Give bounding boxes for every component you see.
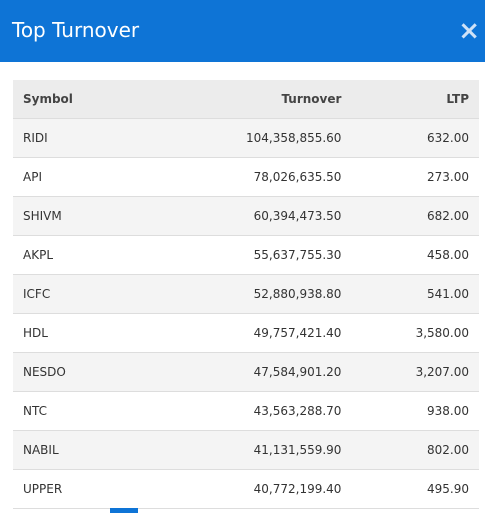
table-cell: ICFC bbox=[13, 274, 144, 314]
table-row: UPPER 40,772,199.40 495.90 bbox=[13, 469, 479, 509]
table-cell: 78,026,635.50 bbox=[143, 157, 342, 197]
table-cell: 682.00 bbox=[341, 196, 479, 236]
table-row: ICFC 52,880,938.80 541.00 bbox=[13, 274, 479, 314]
scroll-indicator bbox=[110, 508, 138, 513]
column-header: Symbol bbox=[13, 80, 144, 119]
table-row: NTC 43,563,288.70 938.00 bbox=[13, 391, 479, 431]
table-cell: UPPER bbox=[13, 469, 144, 509]
table-cell: HDL bbox=[13, 313, 144, 353]
table-cell: API bbox=[13, 157, 144, 197]
modal-header: Top Turnover × bbox=[0, 0, 485, 62]
table-row: API 78,026,635.50 273.00 bbox=[13, 157, 479, 197]
table-cell: SHIVM bbox=[13, 196, 144, 236]
table-row: RIDI 104,358,855.60 632.00 bbox=[13, 118, 479, 158]
table-cell: NTC bbox=[13, 391, 144, 431]
turnover-table: Symbol Turnover LTP RIDI 104,358,855.60 632.… bbox=[13, 80, 479, 509]
table-cell: 60,394,473.50 bbox=[143, 196, 342, 236]
column-header: LTP bbox=[341, 80, 479, 119]
table-cell: NABIL bbox=[13, 430, 144, 470]
table-cell: 3,580.00 bbox=[341, 313, 479, 353]
table-cell: 41,131,559.90 bbox=[143, 430, 342, 470]
table-cell: 541.00 bbox=[341, 274, 479, 314]
table-cell: 40,772,199.40 bbox=[143, 469, 342, 509]
table-cell: 495.90 bbox=[341, 469, 479, 509]
table-cell: 3,207.00 bbox=[341, 352, 479, 392]
table-cell: 49,757,421.40 bbox=[143, 313, 342, 353]
table-row: NESDO 47,584,901.20 3,207.00 bbox=[13, 352, 479, 392]
close-button[interactable]: × bbox=[458, 16, 480, 46]
table-cell: 802.00 bbox=[341, 430, 479, 470]
table-cell: NESDO bbox=[13, 352, 144, 392]
table-row: AKPL 55,637,755.30 458.00 bbox=[13, 235, 479, 275]
table-cell: 632.00 bbox=[341, 118, 479, 158]
table-row: NABIL 41,131,559.90 802.00 bbox=[13, 430, 479, 470]
table-cell: 55,637,755.30 bbox=[143, 235, 342, 275]
header-row: Symbol Turnover LTP bbox=[13, 80, 479, 119]
table-cell: 104,358,855.60 bbox=[143, 118, 342, 158]
table-row: HDL 49,757,421.40 3,580.00 bbox=[13, 313, 479, 353]
column-header: Turnover bbox=[143, 80, 342, 119]
table-cell: 47,584,901.20 bbox=[143, 352, 342, 392]
table-cell: 938.00 bbox=[341, 391, 479, 431]
table-cell: 43,563,288.70 bbox=[143, 391, 342, 431]
table-cell: RIDI bbox=[13, 118, 144, 158]
table-row: SHIVM 60,394,473.50 682.00 bbox=[13, 196, 479, 236]
modal-title: Top Turnover bbox=[12, 18, 140, 42]
table-cell: AKPL bbox=[13, 235, 144, 275]
table-cell: 273.00 bbox=[341, 157, 479, 197]
table-cell: 52,880,938.80 bbox=[143, 274, 342, 314]
table-cell: 458.00 bbox=[341, 235, 479, 275]
